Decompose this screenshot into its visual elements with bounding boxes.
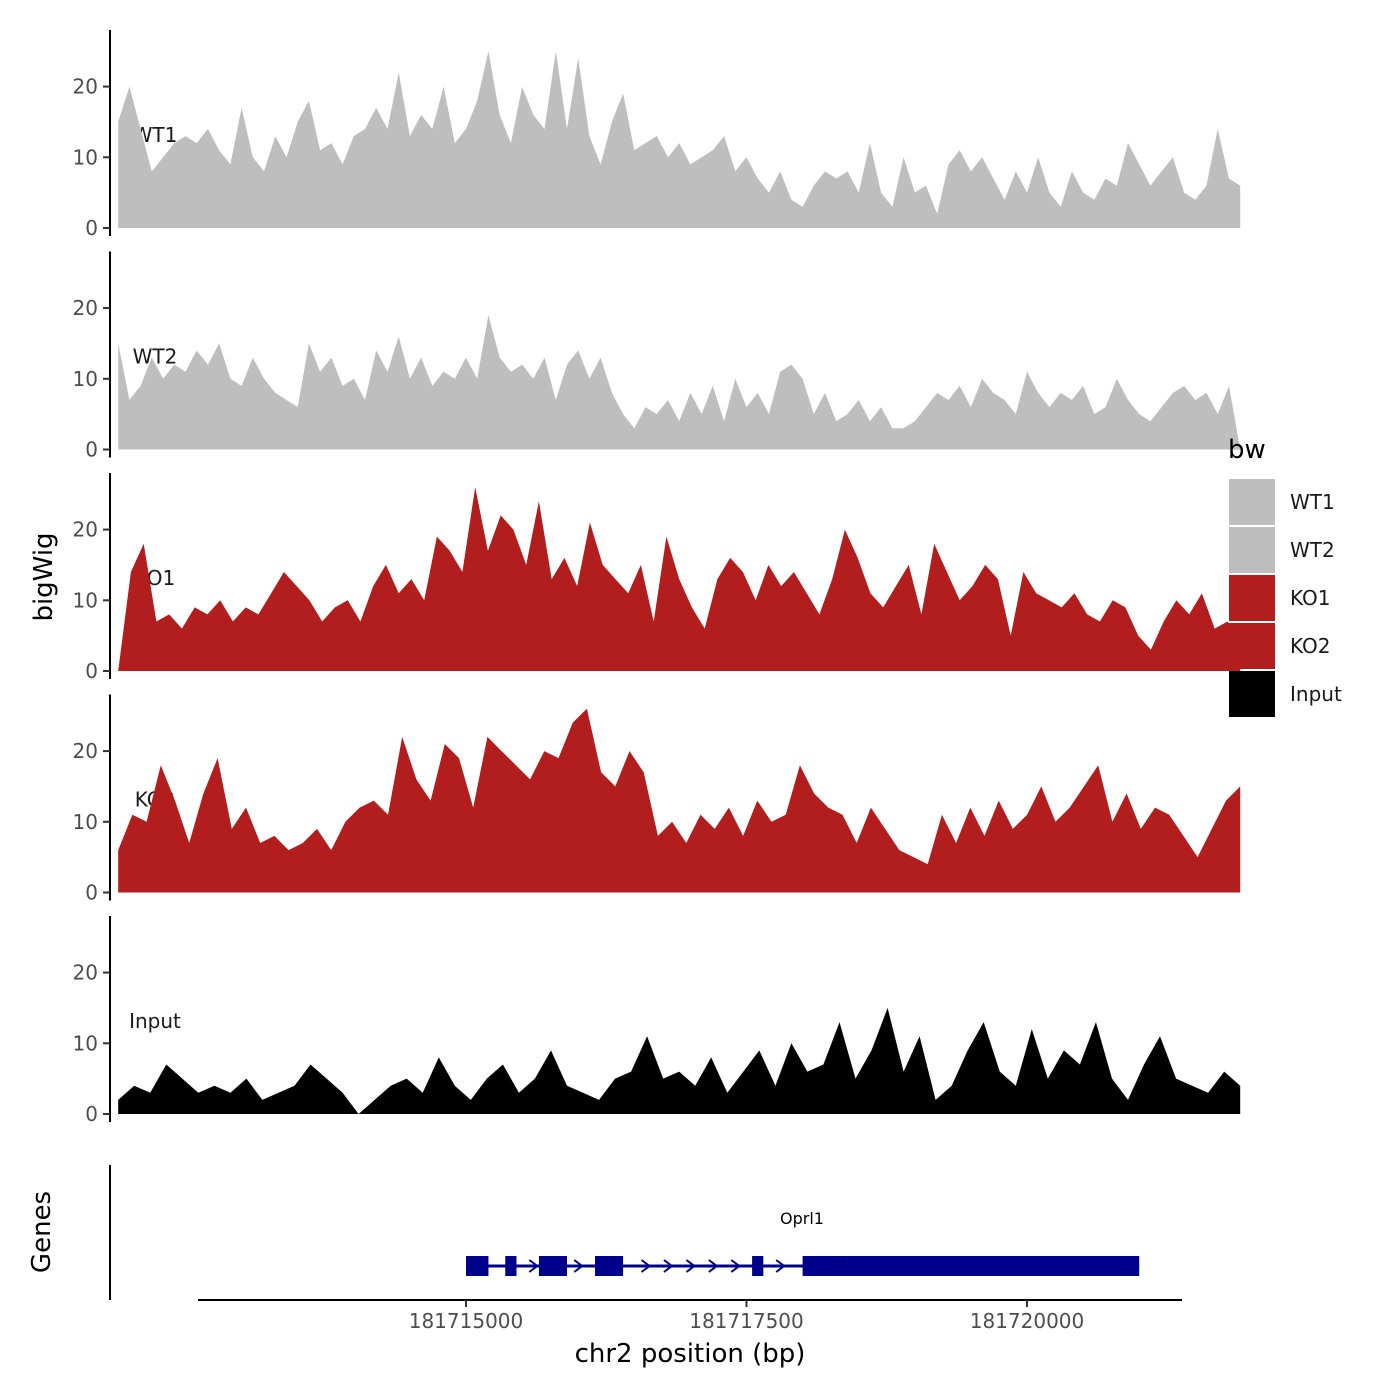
track-wt2-area [118,315,1241,450]
legend-label-ko2: KO2 [1290,634,1331,658]
gene-model [466,1256,1140,1276]
gene-exon [802,1256,848,1276]
gene-track-label: Genes [27,1191,57,1273]
track-ko2-area [118,708,1241,893]
x-tick-label: 181720000 [970,1309,1085,1333]
legend-swatch-input [1229,671,1275,717]
track-ko1-area [118,487,1241,671]
legend-title: bw [1228,435,1266,465]
gene-exon [752,1256,764,1276]
gene-track: Genes Oprl1 [27,1165,1140,1300]
y-tick-label: 10 [73,145,98,169]
strand-arrow [528,1259,539,1273]
x-axis: 181715000 181717500 181720000 chr2 positio… [198,1299,1182,1369]
strand-arrow [685,1259,697,1273]
x-tick-label: 181717500 [689,1309,804,1333]
y-tick-label: 10 [73,1031,98,1055]
legend-label-wt1: WT1 [1290,490,1335,514]
strand-arrow [663,1259,674,1273]
y-tick-label: 10 [73,367,98,391]
legend: bw WT1 WT2 KO1 KO2 Input [1228,435,1342,717]
strand-arrow [573,1259,584,1273]
track-input: 0 10 20 Input [73,916,1241,1126]
y-tick-label: 20 [73,961,98,985]
gene-exon [847,1256,1140,1276]
y-tick-label: 0 [85,881,98,905]
y-tick-label: 20 [73,518,98,542]
legend-swatch-ko1 [1229,575,1275,621]
signal-tracks: 01020WT101020WT201020KO101020KO201020Inp… [73,30,1241,1126]
gene-name-label: Oprl1 [780,1209,824,1228]
y-tick-label: 0 [85,438,98,462]
y-tick-label: 0 [85,1102,98,1126]
y-tick-label: 0 [85,216,98,240]
y-tick-label: 20 [73,75,98,99]
y-tick-label: 20 [73,739,98,763]
y-tick-label: 10 [73,810,98,834]
x-tick-label: 181715000 [409,1309,524,1333]
legend-swatch-wt2 [1229,527,1275,573]
strand-arrow [708,1259,719,1273]
strand-arrow [730,1259,741,1273]
track-input-label: Input [129,1009,181,1033]
track-ko2: 01020KO2 [73,694,1241,905]
legend-swatch-wt1 [1229,479,1275,525]
y-tick-label: 20 [73,296,98,320]
y-axis-title: bigWig [29,532,59,621]
legend-label-input: Input [1290,682,1342,706]
track-input-area [118,1007,1241,1114]
legend-label-wt2: WT2 [1290,538,1335,562]
gene-exon [505,1256,517,1276]
legend-items: WT1 WT2 KO1 KO2 Input [1229,479,1342,717]
x-ticks: 181715000 181717500 181720000 [409,1300,1085,1333]
track-wt1-area [118,51,1241,229]
strand-arrow [640,1259,652,1273]
gene-exon [538,1256,567,1276]
gene-exon [466,1256,489,1276]
legend-label-ko1: KO1 [1290,586,1331,610]
legend-swatch-ko2 [1229,623,1275,669]
y-tick-label: 10 [73,588,98,612]
gene-exon [595,1256,624,1276]
x-axis-title: chr2 position (bp) [575,1339,806,1369]
y-tick-label: 0 [85,659,98,683]
strand-arrow [775,1259,786,1273]
